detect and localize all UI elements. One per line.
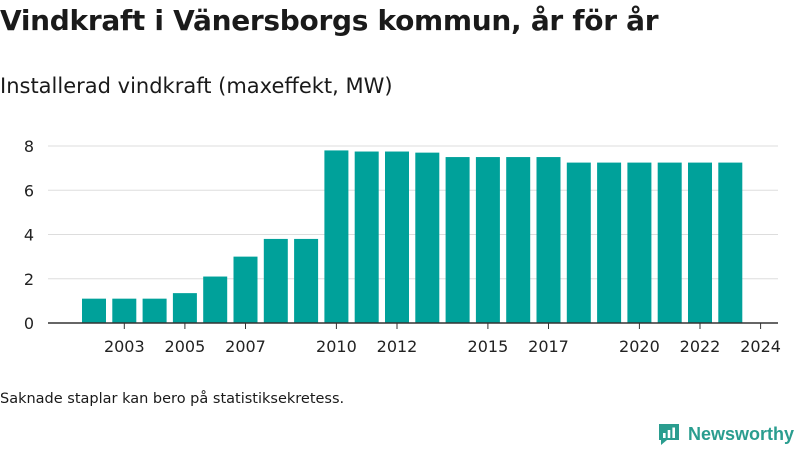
bar-2017 bbox=[536, 157, 561, 323]
bar-2002 bbox=[82, 298, 106, 323]
x-tick-label: 2007 bbox=[225, 337, 266, 356]
y-tick-label: 6 bbox=[24, 181, 34, 200]
chart-subtitle: Installerad vindkraft (maxeffekt, MW) bbox=[0, 74, 393, 98]
bar-2010 bbox=[324, 150, 349, 323]
footnote: Saknade staplar kan bero på statistiksek… bbox=[0, 391, 345, 407]
y-tick-label: 0 bbox=[24, 314, 34, 333]
x-tick-label: 2024 bbox=[740, 337, 781, 356]
bar-2020 bbox=[627, 162, 652, 323]
x-tick-label: 2003 bbox=[104, 337, 145, 356]
chart-title: Vindkraft i Vänersborgs kommun, år för å… bbox=[0, 4, 659, 37]
bar-2003 bbox=[112, 298, 137, 323]
newsworthy-logo-icon bbox=[658, 424, 679, 445]
bar-2019 bbox=[597, 162, 622, 323]
x-tick-label: 2005 bbox=[165, 337, 206, 356]
x-tick-label: 2010 bbox=[316, 337, 357, 356]
bar-2007 bbox=[233, 256, 258, 323]
bar-2023 bbox=[718, 162, 743, 323]
brand-name: Newsworthy bbox=[687, 423, 794, 444]
x-tick-label: 2022 bbox=[680, 337, 721, 356]
brand-logo: Newsworthy bbox=[656, 420, 794, 448]
bar-2014 bbox=[445, 157, 470, 323]
x-tick-label: 2015 bbox=[468, 337, 509, 356]
x-tick-label: 2017 bbox=[528, 337, 569, 356]
bar-2015 bbox=[475, 157, 500, 323]
bar-2016 bbox=[506, 157, 531, 323]
bar-2011 bbox=[354, 151, 379, 323]
bar-2022 bbox=[688, 162, 712, 323]
y-tick-label: 8 bbox=[24, 137, 34, 156]
bar-2012 bbox=[385, 151, 409, 323]
bar-chart: 0 2 4 6 8 2003 2005 2007 2010 2012 2015 2017 2020 202… bbox=[24, 137, 781, 356]
x-tick-label: 2020 bbox=[619, 337, 660, 356]
y-tick-label: 4 bbox=[24, 226, 34, 245]
x-tick-label: 2012 bbox=[377, 337, 418, 356]
bar-2005 bbox=[172, 293, 197, 323]
bar-2004 bbox=[142, 298, 167, 323]
bar-2008 bbox=[263, 238, 288, 323]
bar-2021 bbox=[657, 162, 682, 323]
bar-2013 bbox=[415, 152, 440, 323]
bar-2006 bbox=[203, 276, 228, 323]
y-tick-label: 2 bbox=[24, 270, 34, 289]
bar-2018 bbox=[566, 162, 591, 323]
bar-2009 bbox=[294, 238, 319, 323]
